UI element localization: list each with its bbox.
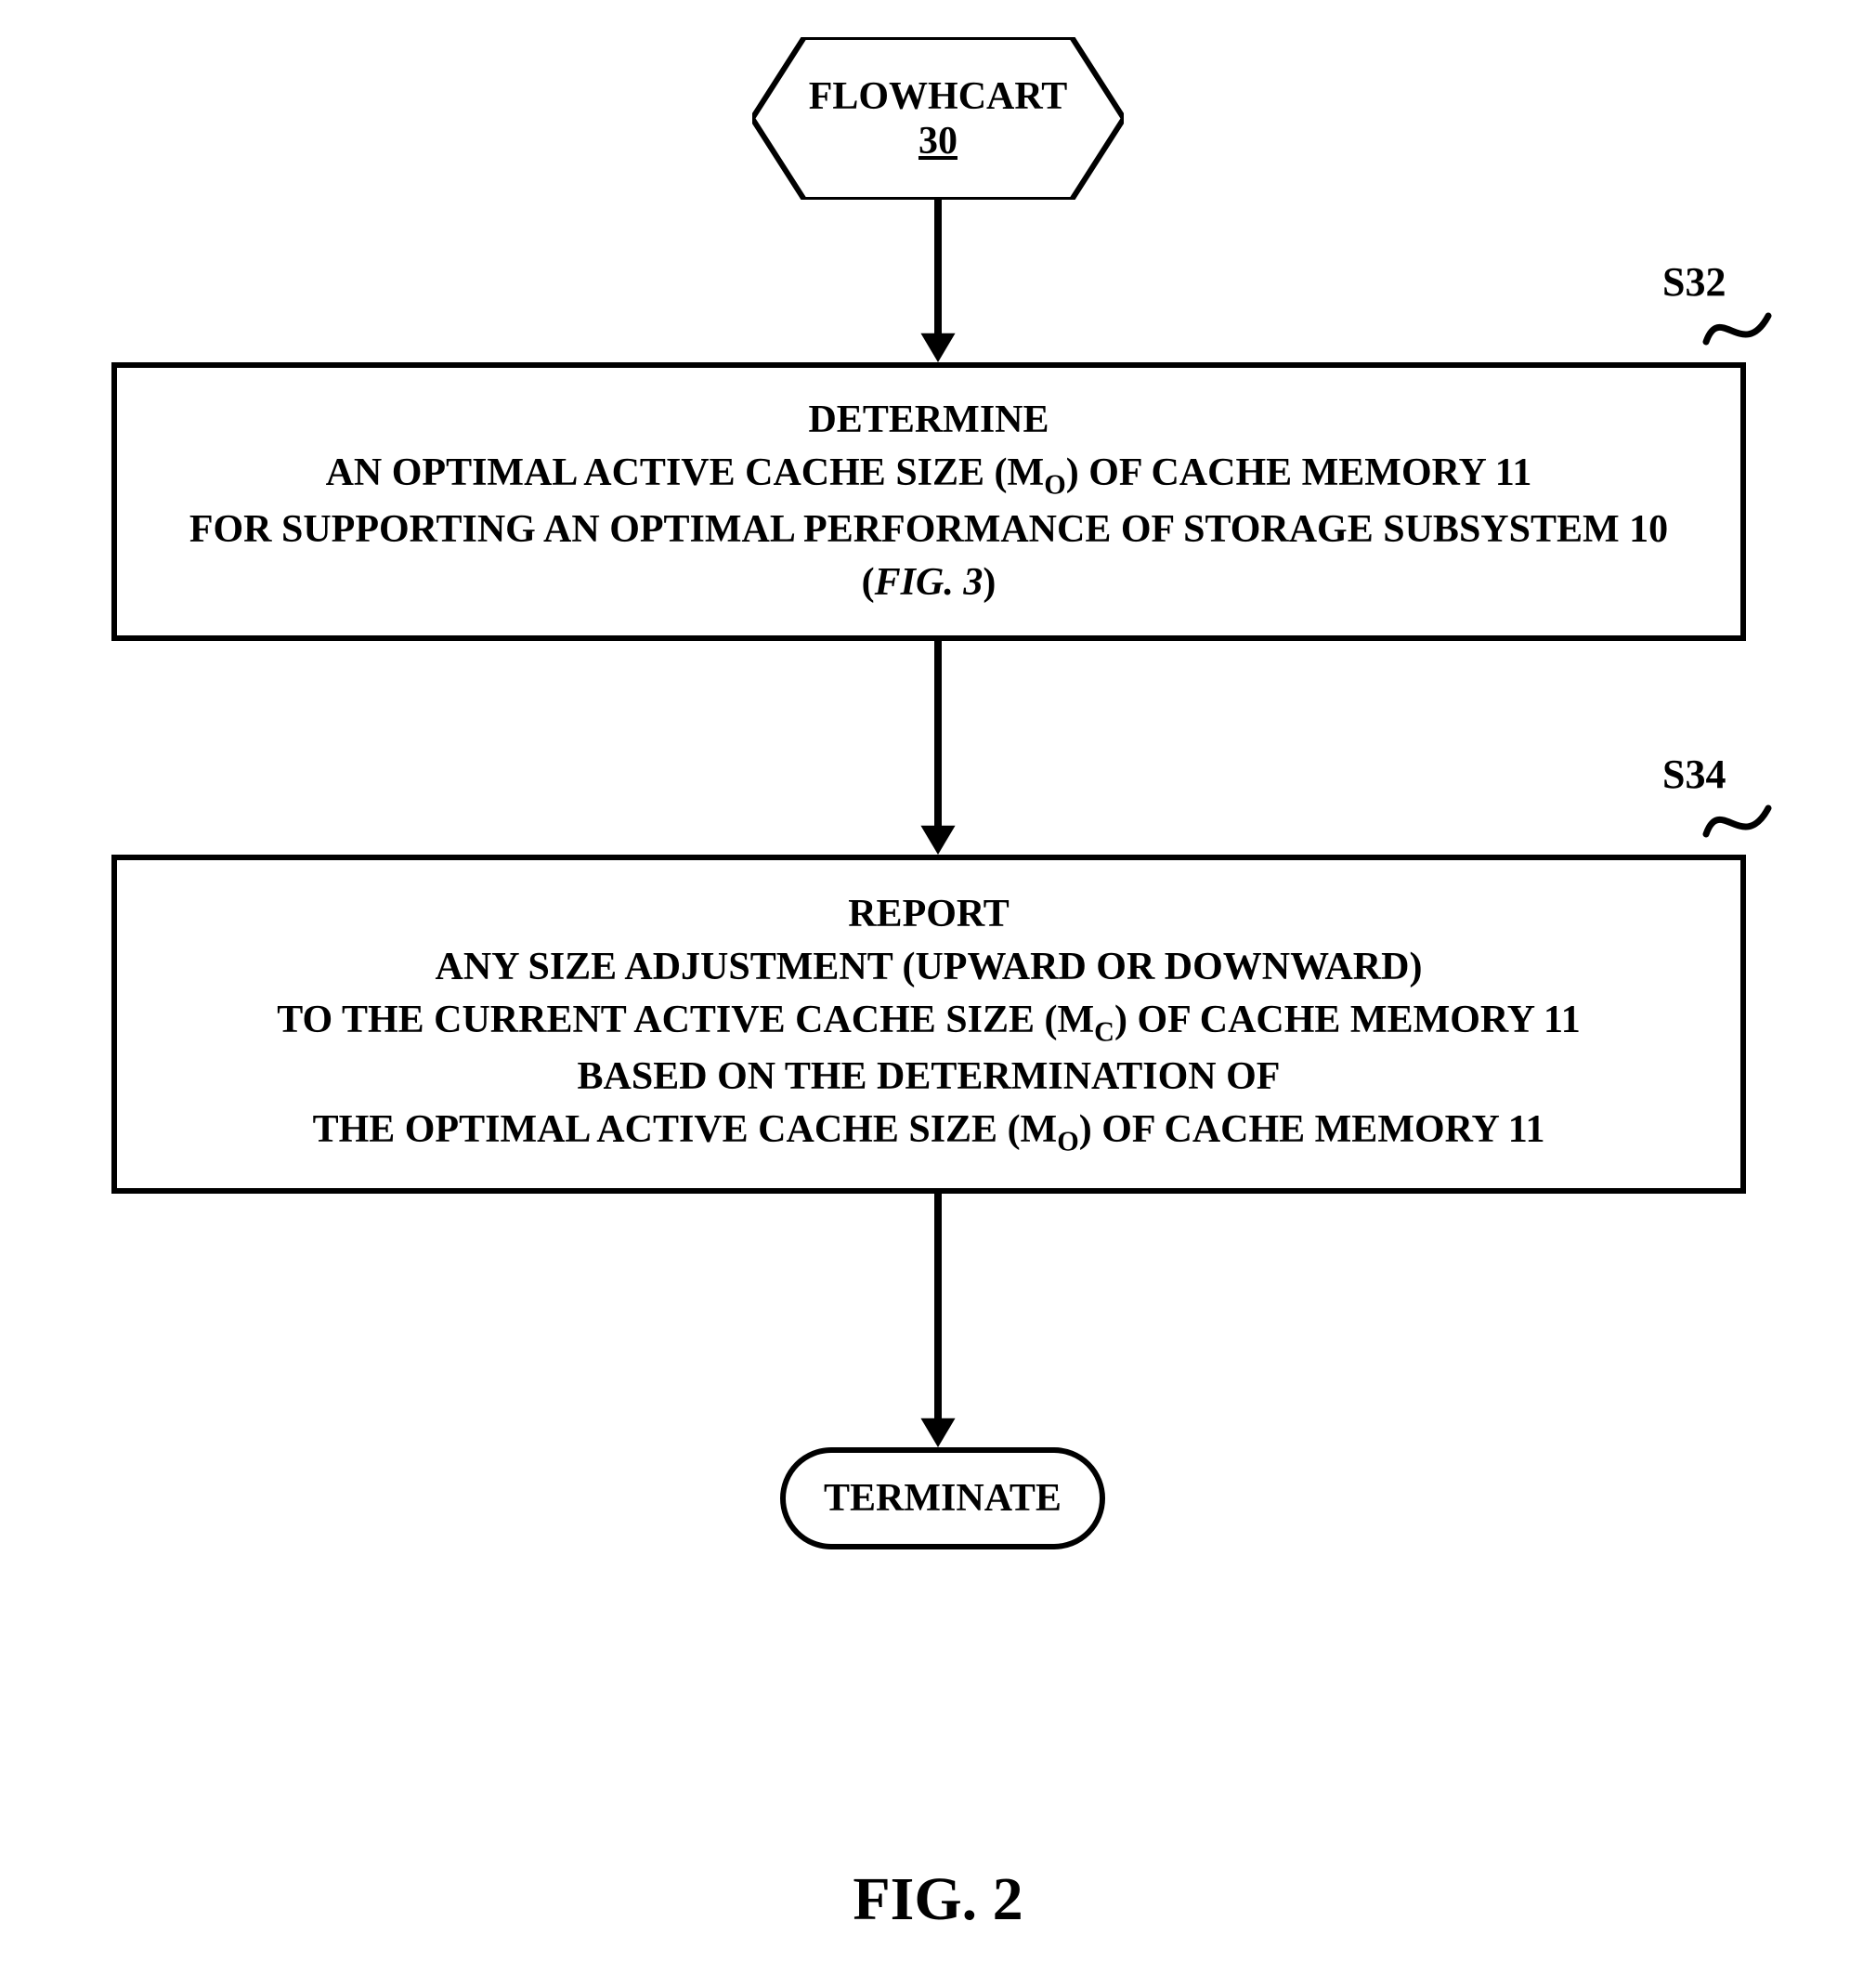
text-segment: ) <box>983 561 996 604</box>
step-S32-line: (FIG. 3) <box>862 556 997 609</box>
step-S34-line: THE OPTIMAL ACTIVE CACHE SIZE (MO) OF CA… <box>313 1104 1545 1160</box>
text-segment: REPORT <box>848 893 1010 935</box>
flowchart-start-number: 30 <box>809 119 1068 163</box>
step-lead-tilde <box>1701 790 1776 855</box>
step-S32-line: AN OPTIMAL ACTIVE CACHE SIZE (MO) OF CAC… <box>326 447 1532 503</box>
text-segment: O <box>1057 1125 1079 1157</box>
text-segment: ) OF CACHE MEMORY 11 <box>1114 999 1581 1041</box>
text-segment: BASED ON THE DETERMINATION OF <box>578 1055 1281 1098</box>
figure-label-text: FIG. 2 <box>853 1865 1023 1933</box>
flowchart-terminator: TERMINATE <box>780 1447 1105 1549</box>
text-segment: FIG. 3 <box>875 561 984 604</box>
step-S32-line: DETERMINE <box>808 394 1049 447</box>
figure-label: FIG. 2 <box>0 1864 1876 1935</box>
text-segment: ) OF CACHE MEMORY 11 <box>1066 451 1532 494</box>
step-S32-line: FOR SUPPORTING AN OPTIMAL PERFORMANCE OF… <box>189 503 1668 556</box>
step-S34-line: TO THE CURRENT ACTIVE CACHE SIZE (MC) OF… <box>277 994 1580 1051</box>
text-segment: THE OPTIMAL ACTIVE CACHE SIZE (M <box>313 1108 1058 1151</box>
flowchart-canvas: FLOWHCART 30 DETERMINE AN OPTIMAL ACTIVE … <box>0 0 1876 1987</box>
flowchart-step-S34: REPORT ANY SIZE ADJUSTMENT (UPWARD OR DOW… <box>111 855 1746 1194</box>
step-lead-tilde <box>1701 297 1776 362</box>
step-S34-line: ANY SIZE ADJUSTMENT (UPWARD OR DOWNWARD) <box>436 941 1423 994</box>
text-segment: O <box>1044 468 1066 500</box>
terminator-label: TERMINATE <box>824 1476 1062 1521</box>
text-segment: AN OPTIMAL ACTIVE CACHE SIZE (M <box>326 451 1045 494</box>
text-segment: FOR SUPPORTING AN OPTIMAL PERFORMANCE OF… <box>189 508 1668 551</box>
text-segment: ANY SIZE ADJUSTMENT (UPWARD OR DOWNWARD) <box>436 946 1423 988</box>
step-S34-line: REPORT <box>848 888 1010 941</box>
text-segment: C <box>1094 1015 1114 1047</box>
text-segment: ) OF CACHE MEMORY 11 <box>1079 1108 1545 1151</box>
flowchart-start-hex: FLOWHCART 30 <box>752 37 1124 200</box>
flowchart-step-S32: DETERMINE AN OPTIMAL ACTIVE CACHE SIZE (M… <box>111 362 1746 641</box>
step-S34-line: BASED ON THE DETERMINATION OF <box>578 1051 1281 1104</box>
flowchart-start-title: FLOWHCART <box>809 74 1068 119</box>
text-segment: ( <box>862 561 875 604</box>
text-segment: TO THE CURRENT ACTIVE CACHE SIZE (M <box>277 999 1094 1041</box>
text-segment: DETERMINE <box>808 399 1049 441</box>
